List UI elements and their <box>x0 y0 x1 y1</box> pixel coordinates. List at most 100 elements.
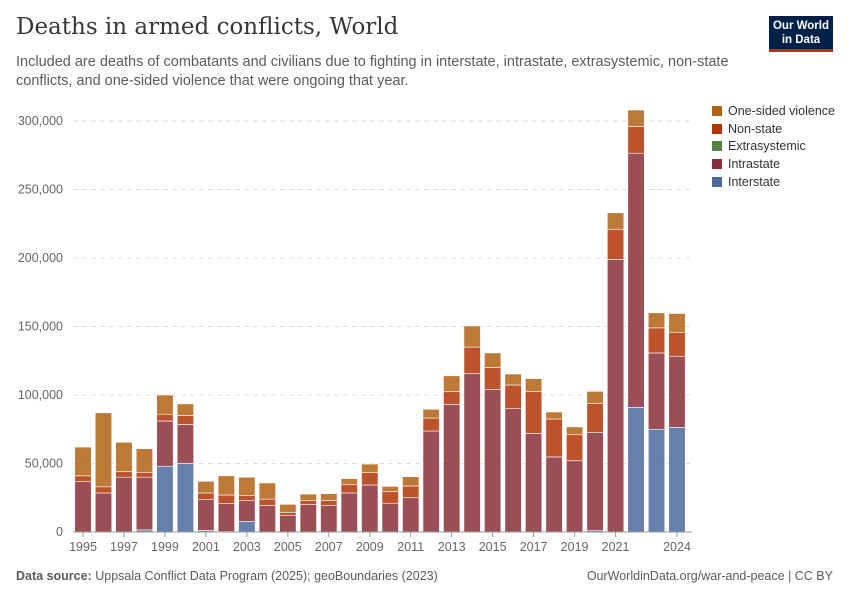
x-tick-label: 1997 <box>110 540 138 554</box>
bar-segment-intrastate <box>545 456 563 533</box>
y-tick-label: 50,000 <box>25 457 63 471</box>
bar-segment-non-state <box>320 500 338 506</box>
bar-segment-intrastate <box>176 424 194 464</box>
x-tick-label: 2011 <box>397 540 424 554</box>
legend-swatch <box>712 141 722 152</box>
bar-segment-intrastate <box>238 500 256 522</box>
legend-swatch <box>712 176 722 187</box>
bar-segment-one-sided-violence <box>320 493 338 501</box>
legend-item[interactable]: One-sided violence <box>712 102 835 120</box>
legend-item[interactable]: Non-state <box>712 120 835 138</box>
bar-segment-interstate <box>668 427 686 533</box>
x-tick-label: 2015 <box>479 540 507 554</box>
chart-subtitle: Included are deaths of combatants and ci… <box>16 54 729 89</box>
legend-label: Extrasystemic <box>728 139 806 154</box>
legend-swatch <box>712 105 722 116</box>
bar-segment-intrastate <box>94 492 113 533</box>
bar-segment-non-state <box>238 495 256 501</box>
x-tick-label: 1995 <box>69 540 97 554</box>
bar-segment-intrastate <box>607 259 625 533</box>
bar-segment-non-state <box>258 498 276 506</box>
bar-segment-non-state <box>443 391 461 405</box>
x-tick-label: 2001 <box>192 540 220 554</box>
bar-segment-non-state <box>484 367 502 390</box>
bar-segment-one-sided-violence <box>361 463 379 473</box>
data-source: Data source: Uppsala Conflict Data Progr… <box>16 569 438 583</box>
bar-segment-intrastate <box>258 504 276 533</box>
source-label: Data source: <box>16 569 92 583</box>
bar-segment-one-sided-violence <box>115 441 133 473</box>
bar-segment-intrastate <box>504 408 522 533</box>
bar-segment-one-sided-violence <box>238 476 256 496</box>
owid-logo[interactable]: Our World in Data <box>769 16 833 52</box>
legend-item[interactable]: Extrasystemic <box>712 137 835 155</box>
bar-segment-one-sided-violence <box>74 446 92 477</box>
footer-link[interactable]: OurWorldinData.org/war-and-peace | CC BY <box>586 569 833 583</box>
bar-segment-intrastate <box>340 492 358 533</box>
bar-segment-intrastate <box>627 152 645 408</box>
legend-item[interactable]: Intrastate <box>712 155 835 173</box>
bar-segment-one-sided-violence <box>279 504 297 513</box>
legend-label: One-sided violence <box>728 103 836 118</box>
bar-segment-intrastate <box>279 514 297 533</box>
legend-label: Interstate <box>728 174 781 189</box>
bar-segment-non-state <box>422 417 440 432</box>
bar-segment-one-sided-violence <box>627 109 645 127</box>
bar-segment-non-state <box>545 418 563 458</box>
bar-segment-intrastate <box>484 389 502 533</box>
bar-segment-intrastate <box>402 497 420 533</box>
y-tick-label: 250,000 <box>18 183 63 197</box>
bar-segment-non-state <box>279 511 297 516</box>
bar-segment-one-sided-violence <box>647 312 666 329</box>
bar-segment-non-state <box>115 471 133 478</box>
bar-segment-one-sided-violence <box>504 373 522 386</box>
bar-segment-non-state <box>607 228 625 260</box>
bar-segment-intrastate <box>135 476 153 531</box>
bar-segment-intrastate <box>217 503 235 532</box>
y-tick-label: 200,000 <box>18 251 63 265</box>
bar-segment-interstate <box>627 407 645 533</box>
bar-segment-intrastate <box>156 420 174 467</box>
bar-segment-one-sided-violence <box>217 475 235 496</box>
bar-segment-interstate <box>176 463 194 533</box>
legend-label: Intrastate <box>728 156 781 171</box>
x-tick-label: 1999 <box>151 540 179 554</box>
bar-segment-non-state <box>402 485 420 499</box>
bar-segment-one-sided-violence <box>422 408 440 419</box>
bar-segment-one-sided-violence <box>94 412 113 488</box>
legend-item[interactable]: Interstate <box>712 173 835 191</box>
y-tick-label: 0 <box>56 525 63 539</box>
source-text[interactable]: Uppsala Conflict Data Program (2025); ge… <box>95 569 438 583</box>
bar-segment-non-state <box>381 491 399 504</box>
bar-segment-intrastate <box>320 505 338 533</box>
bar-segment-intrastate <box>443 404 461 533</box>
bar-segment-intrastate <box>668 355 686 428</box>
x-tick-label: 2009 <box>356 540 384 554</box>
bar-segment-non-state <box>176 415 194 425</box>
y-tick-label: 300,000 <box>18 114 63 128</box>
bar-segment-one-sided-violence <box>299 493 317 501</box>
bar-segment-one-sided-violence <box>545 411 563 420</box>
bar-segment-one-sided-violence <box>463 325 481 348</box>
legend-label: Non-state <box>728 121 783 136</box>
bar-segment-non-state <box>299 500 317 505</box>
bar-segment-non-state <box>504 384 522 409</box>
bar-segment-intrastate <box>115 476 133 533</box>
bar-segment-interstate <box>238 521 256 533</box>
bar-segment-non-state <box>668 331 686 357</box>
bar-segment-one-sided-violence <box>258 482 276 500</box>
bar-segment-non-state <box>135 471 153 478</box>
y-tick-label: 100,000 <box>18 388 63 402</box>
bar-segment-one-sided-violence <box>566 426 584 436</box>
bar-segment-non-state <box>627 126 645 154</box>
bar-segment-one-sided-violence <box>156 394 174 415</box>
bar-segment-intrastate <box>463 373 481 533</box>
bar-segment-intrastate <box>197 499 215 531</box>
bar-segment-intrastate <box>525 433 543 533</box>
bar-segment-non-state <box>74 475 92 483</box>
x-tick-label: 2003 <box>233 540 261 554</box>
bar-segment-non-state <box>94 486 113 494</box>
bar-segment-one-sided-violence <box>484 352 502 368</box>
bar-segment-one-sided-violence <box>340 478 358 486</box>
bar-segment-intrastate <box>647 352 666 430</box>
